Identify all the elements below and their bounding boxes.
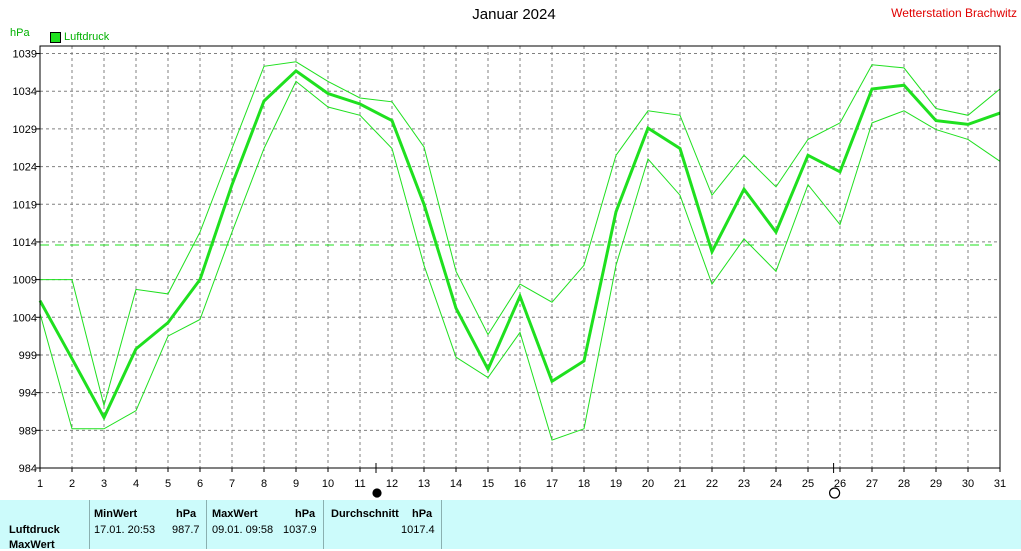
y-tick-label: 984 bbox=[19, 463, 37, 475]
x-tick-label: 29 bbox=[930, 478, 942, 490]
max-unit: hPa bbox=[295, 508, 316, 520]
new-moon-icon bbox=[828, 487, 841, 499]
x-tick-label: 14 bbox=[450, 478, 462, 490]
y-tick-label: 1029 bbox=[13, 124, 37, 136]
stats-row-label: Luftdruck bbox=[9, 524, 60, 536]
y-tick-label: 1009 bbox=[13, 275, 37, 287]
y-tick-label: 1034 bbox=[13, 86, 37, 98]
x-tick-label: 7 bbox=[229, 478, 235, 490]
avg-value: 1017.4 bbox=[401, 524, 435, 536]
stats-panel: Luftdruck MaxWert MinWert hPa 17.01. 20:… bbox=[0, 500, 1021, 551]
max-header: MaxWert bbox=[212, 508, 258, 520]
stats-divider bbox=[323, 500, 324, 549]
x-tick-label: 2 bbox=[69, 478, 75, 490]
stats-divider bbox=[441, 500, 442, 549]
legend: Luftdruck bbox=[50, 31, 109, 43]
x-tick-label: 30 bbox=[962, 478, 974, 490]
y-tick-label: 1019 bbox=[13, 199, 37, 211]
series-line-max bbox=[40, 61, 1001, 408]
x-axis-ticks: 1 2 3 4 5 6 7 8 9 10 11 12 13 14 15 16 17 18 19 20 21 22 23 24 2… bbox=[37, 468, 1006, 490]
y-tick-label: 994 bbox=[19, 388, 37, 400]
y-tick-label: 1014 bbox=[13, 237, 37, 249]
x-tick-label: 8 bbox=[261, 478, 267, 490]
x-tick-label: 10 bbox=[322, 478, 334, 490]
series bbox=[38, 61, 1001, 441]
stats-divider bbox=[206, 500, 207, 549]
y-tick-label: 1004 bbox=[13, 312, 37, 324]
x-tick-label: 31 bbox=[994, 478, 1006, 490]
x-tick-label: 3 bbox=[101, 478, 107, 490]
min-unit: hPa bbox=[176, 508, 197, 520]
avg-unit: hPa bbox=[412, 508, 433, 520]
y-axis-unit: hPa bbox=[10, 27, 30, 39]
stats-divider bbox=[89, 500, 90, 549]
x-tick-label: 21 bbox=[674, 478, 686, 490]
x-tick-label: 1 bbox=[37, 478, 43, 490]
min-value: 987.7 bbox=[172, 524, 200, 536]
avg-header: Durchschnitt bbox=[331, 508, 399, 520]
series-line-min bbox=[39, 80, 1001, 441]
max-value: 1037.9 bbox=[283, 524, 317, 536]
y-tick-label: 1024 bbox=[13, 162, 37, 174]
y-tick-label: 989 bbox=[19, 425, 37, 437]
x-tick-label: 19 bbox=[610, 478, 622, 490]
x-tick-label: 6 bbox=[197, 478, 203, 490]
x-tick-label: 12 bbox=[386, 478, 398, 490]
x-tick-label: 28 bbox=[898, 478, 910, 490]
chart-title: Januar 2024 bbox=[472, 6, 556, 23]
grid bbox=[40, 46, 1000, 468]
x-tick-label: 4 bbox=[133, 478, 139, 490]
stats-row-label-2: MaxWert bbox=[9, 539, 55, 551]
legend-label: Luftdruck bbox=[64, 31, 110, 43]
x-tick-label: 23 bbox=[738, 478, 750, 490]
min-datetime: 17.01. 20:53 bbox=[94, 524, 156, 536]
x-tick-label: 5 bbox=[165, 478, 171, 490]
x-tick-label: 16 bbox=[514, 478, 526, 490]
x-tick-label: 25 bbox=[802, 478, 814, 490]
min-header: MinWert bbox=[94, 508, 138, 520]
x-tick-label: 27 bbox=[866, 478, 878, 490]
full-moon-icon bbox=[372, 488, 382, 498]
x-tick-label: 24 bbox=[770, 478, 782, 490]
pressure-chart: 9849899949991004100910141019102410291034… bbox=[13, 45, 1006, 499]
x-tick-label: 18 bbox=[578, 478, 590, 490]
x-tick-label: 11 bbox=[354, 478, 365, 490]
x-tick-label: 26 bbox=[834, 478, 846, 490]
legend-swatch-icon bbox=[50, 31, 61, 43]
series-line-mean bbox=[38, 68, 1001, 421]
x-tick-label: 17 bbox=[546, 478, 558, 490]
y-tick-label: 999 bbox=[19, 350, 37, 362]
station-name: Wetterstation Brachwitz bbox=[891, 6, 1017, 20]
y-axis-ticks: 984 989 994 999 1004 1009 1014 1019 1024 1029 1034… bbox=[13, 49, 40, 475]
x-tick-label: 9 bbox=[293, 478, 299, 490]
x-tick-label: 13 bbox=[418, 478, 430, 490]
x-tick-label: 22 bbox=[706, 478, 718, 490]
moon-markers bbox=[372, 463, 841, 499]
y-tick-label: 1039 bbox=[13, 49, 37, 61]
x-tick-label: 15 bbox=[482, 478, 494, 490]
max-datetime: 09.01. 09:58 bbox=[212, 524, 274, 536]
x-tick-label: 20 bbox=[642, 478, 654, 490]
